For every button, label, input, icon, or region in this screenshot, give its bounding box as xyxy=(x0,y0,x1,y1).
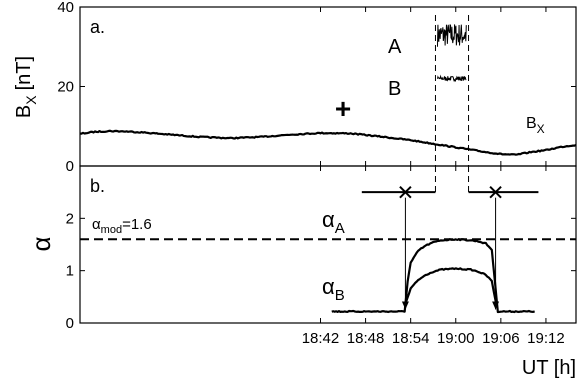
panel-b-y-axis-label: α xyxy=(26,236,56,251)
panel-b-xtick-label: 19:00 xyxy=(437,330,475,347)
inset-trace-a xyxy=(436,24,467,47)
bx-trace xyxy=(79,129,577,156)
panel-a-insets xyxy=(436,24,467,83)
panel-a-frame xyxy=(79,6,577,167)
panel-b-vertical-markers xyxy=(434,166,470,193)
panel-b-xtick-label: 18:54 xyxy=(392,330,430,347)
alpha-a-label: αA xyxy=(322,207,345,237)
inset-label-a: A xyxy=(388,36,402,58)
bx-series-label: BX xyxy=(526,115,545,136)
panel-b-x-ticks: 18:42 18:48 18:54 19:00 19:06 19:12 xyxy=(302,166,565,347)
panel-a-series xyxy=(79,129,577,156)
bx-series-label-main: B xyxy=(526,115,537,132)
panel-a-ylabel-main: B xyxy=(13,105,35,118)
panel-b-xtick-label: 19:06 xyxy=(482,330,520,347)
panel-b-ytick-label: 0 xyxy=(66,315,74,332)
panel-a-ytick-label: 20 xyxy=(57,79,74,96)
panel-a-y-ticks: 0 20 40 xyxy=(57,0,576,175)
panel-a-y-axis-label: BX [nT] xyxy=(13,56,39,118)
panel-b-xtick-label: 18:48 xyxy=(347,330,385,347)
x-axis-label: UT [h] xyxy=(522,357,576,379)
alpha-b-label-main: α xyxy=(322,274,335,299)
alpha-mod-label-value: =1.6 xyxy=(122,216,152,233)
alpha-a-label-main: α xyxy=(322,207,335,232)
panel-b-x-markers xyxy=(361,185,539,310)
panel-b-y-ticks: 0 1 2 xyxy=(66,210,576,332)
inset-label-b: B xyxy=(388,78,401,100)
panel-a-label: a. xyxy=(90,17,105,37)
alpha-a-label-sub: A xyxy=(335,220,345,237)
x-marker xyxy=(399,185,412,199)
panel-b-xtick-label: 18:42 xyxy=(302,330,340,347)
alpha-mod-label: αmod=1.6 xyxy=(92,216,152,236)
panel-b-xtick-label: 19:12 xyxy=(527,330,565,347)
panel-b: b. α 012 18:42 18:48 18:54 19:00 19:06 19:12 … xyxy=(26,165,577,379)
panel-a-ytick-label: 0 xyxy=(66,158,74,175)
plus-sign: + xyxy=(335,93,351,124)
inset-trace-b xyxy=(436,74,467,83)
panel-a-x-ticks xyxy=(319,7,547,166)
panel-a-ylabel-unit: [nT] xyxy=(13,56,35,90)
bx-series-label-sub: X xyxy=(537,122,545,136)
alpha-mod-label-sub: mod xyxy=(101,224,122,236)
alpha-b-label: αB xyxy=(322,274,345,304)
panel-a-y-axis-label-text: BX [nT] xyxy=(13,56,39,118)
alpha-b-trace xyxy=(405,267,498,305)
panel-a-ytick-label: 40 xyxy=(57,0,74,16)
panel-b-series xyxy=(331,238,535,314)
panel-b-ytick-label: 1 xyxy=(66,263,74,280)
alpha-mod-label-main: α xyxy=(92,216,101,233)
x-marker xyxy=(489,185,502,199)
panel-b-ytick-label: 2 xyxy=(66,210,74,227)
panel-a-vertical-markers xyxy=(434,14,470,166)
panel-b-frame xyxy=(79,165,577,324)
panel-a-ylabel-sub: X xyxy=(23,95,39,105)
panel-b-label: b. xyxy=(90,176,105,196)
alpha-a-trace xyxy=(331,238,535,314)
alpha-b-label-sub: B xyxy=(335,287,345,304)
